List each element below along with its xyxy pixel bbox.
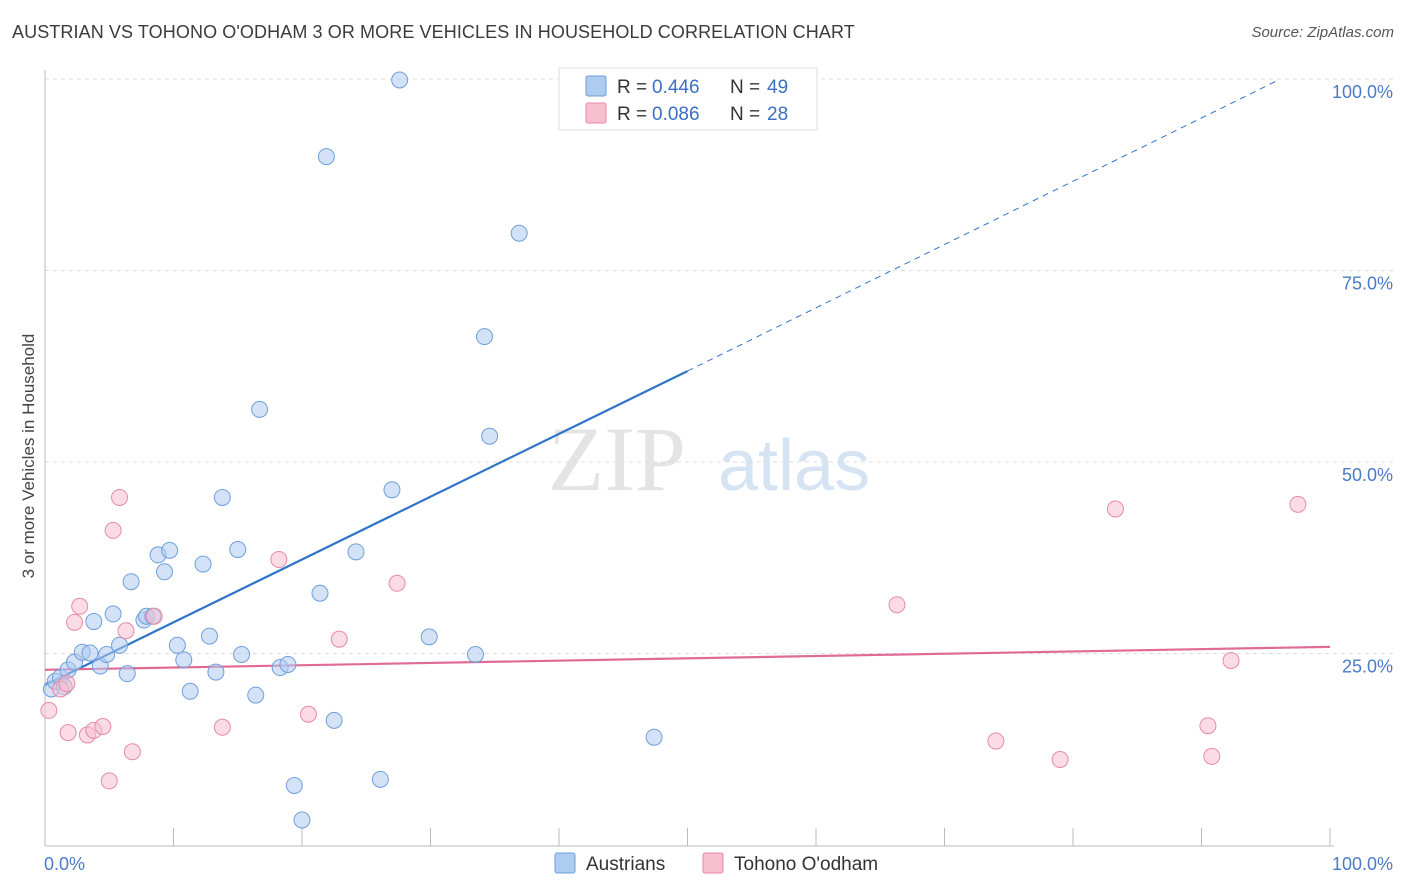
austrian-point [111,636,129,654]
tohono-point [66,613,84,631]
tohono-point [1289,495,1307,513]
legend-r-value: 0.086 [652,104,700,125]
tohono-point [1051,750,1069,768]
y-tick-label: 50.0% [1342,465,1393,485]
austrian-point [645,728,663,746]
x-tick-label: 100.0% [1332,854,1393,874]
austrian-point [194,555,212,573]
austrian-point [383,481,401,499]
legend: R = 0.446 N = 49 R = 0.086 N = 28 [558,67,818,131]
tohono-point [1106,500,1124,518]
austrian-point [122,573,140,591]
tohono-point [59,724,77,742]
bottom-legend-austrians: Austrians [586,854,665,875]
y-tick-label: 100.0% [1332,82,1393,102]
austrian-point [293,811,311,829]
austrian-point [175,651,193,669]
tohono-point [58,675,76,693]
tohono-point [71,597,89,615]
x-tick-label: 0.0% [44,854,85,874]
grid-lines [45,78,1395,654]
y-axis-label: 3 or more Vehicles in Household [19,334,38,579]
tohono-point [1203,747,1221,765]
legend-n-label: N = [730,77,760,98]
legend-r-label: R = [617,77,647,98]
austrian-point [156,563,174,581]
austrian-point [510,224,528,242]
austrian-point [347,543,365,561]
legend-r-label: R = [617,104,647,125]
legend-r-value: 0.446 [652,77,700,98]
tohono-point [388,574,406,592]
axes [44,70,1334,847]
austrian-point [104,605,122,623]
tohono-point [987,732,1005,750]
austrian-point [81,644,99,662]
austrian-point [251,400,269,418]
y-tick-label: 25.0% [1342,657,1393,677]
watermark-atlas: atlas [718,426,870,506]
austrian-point [98,646,116,663]
austrian-point [466,646,484,663]
trend-lines [44,79,1331,687]
austrian-point [168,636,186,654]
austrian-point [391,71,409,89]
austrian-point [247,686,265,704]
tohono-point [145,607,163,625]
tohono-point [100,772,118,790]
tohono-point [330,630,348,648]
bottom-legend-tohono: Tohono O'odham [734,854,878,875]
tohono-point [117,622,135,640]
tohono-point [299,705,317,723]
austrian-point [229,541,247,559]
tohono-point [270,551,288,569]
austrian-point [285,776,303,794]
data-points [40,71,1307,829]
austrian-point [317,148,335,166]
bottom-legend-swatch-tohono [702,852,724,874]
austrian-point [420,628,438,646]
austrian-point [118,665,136,683]
bottom-legend: Austrians Tohono O'odham [554,852,878,875]
austrian-point [311,584,329,602]
austrian-point [475,328,493,346]
legend-n-value: 28 [767,104,788,125]
legend-n-value: 49 [767,77,788,98]
bottom-legend-swatch-austrians [554,852,576,874]
tohono-point [1199,717,1217,735]
tohono-point [888,596,906,614]
austrian-point [233,646,251,663]
tohono-point [104,521,122,539]
tohono-point [1222,652,1240,670]
tick-labels: 25.0% 50.0% 75.0% 100.0% 0.0% 100.0% [44,82,1393,874]
legend-n-label: N = [730,104,760,125]
legend-swatch-austrians [585,75,607,97]
watermark-zip: ZIP [548,408,686,510]
austrian-point [207,663,225,681]
y-tick-label: 75.0% [1342,274,1393,294]
austrian-point [371,770,389,788]
legend-swatch-tohono [585,102,607,124]
austrian-point [200,627,218,645]
austrian-point [85,613,103,631]
source-label: Source: ZipAtlas.com [1251,24,1394,41]
chart-title: AUSTRIAN VS TOHONO O'ODHAM 3 OR MORE VEH… [12,22,855,42]
austrian-point [279,655,297,673]
tohono-point [213,718,231,736]
tohono-trend-line [44,645,1331,671]
austrian-point [181,682,199,700]
tohono-point [94,718,112,736]
austrians-trend-line [44,370,688,687]
austrian-point [481,427,499,445]
austrian-point [213,488,231,506]
tohono-point [123,743,141,761]
tohono-point [40,701,58,719]
austrian-point [325,711,343,729]
tohono-point [111,488,129,506]
austrian-point [161,541,179,559]
